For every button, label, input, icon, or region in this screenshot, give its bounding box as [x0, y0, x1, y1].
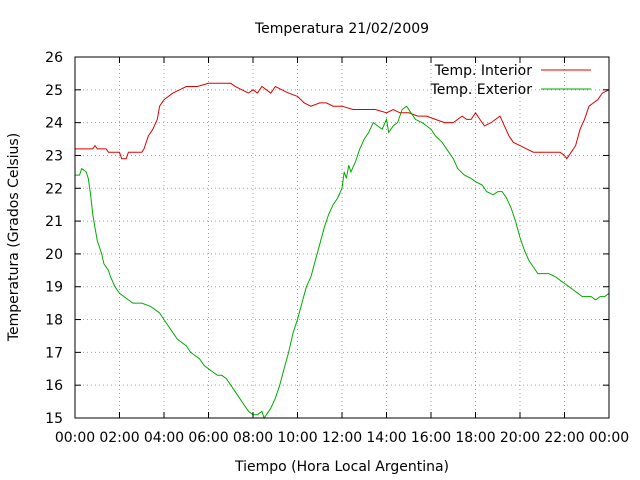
- y-tick-label: 22: [45, 181, 63, 197]
- tick-label-layer: 00:00 02:00 04:00 06:00 08:00 10:00 12:00 14:00…: [45, 50, 629, 446]
- x-tick-label: 22:00: [544, 430, 584, 446]
- x-tick-label: 04:00: [144, 430, 184, 446]
- x-axis-label: Tiempo (Hora Local Argentina): [234, 459, 449, 475]
- x-tick-label: 18:00: [455, 430, 495, 446]
- tick-layer: [74, 56, 610, 419]
- y-tick-label: 21: [45, 214, 63, 230]
- chart-title: Temperatura 21/02/2009: [254, 21, 429, 37]
- y-tick-label: 25: [45, 83, 63, 99]
- y-tick-label: 23: [45, 148, 63, 164]
- legend: Temp. Interior Temp. Exterior: [430, 63, 591, 98]
- y-tick-label: 15: [45, 411, 63, 427]
- x-tick-label: 06:00: [188, 430, 228, 446]
- x-tick-label: 14:00: [366, 430, 406, 446]
- legend-label-interior: Temp. Interior: [434, 63, 533, 79]
- y-tick-label: 18: [45, 313, 63, 329]
- series-line-interior: [75, 82, 610, 160]
- y-tick-label: 20: [45, 247, 63, 263]
- series-line-exterior: [75, 105, 610, 420]
- x-tick-label: 12:00: [322, 430, 362, 446]
- y-tick-label: 16: [45, 378, 63, 394]
- x-tick-label: 00:00: [55, 430, 95, 446]
- grid-layer: [75, 57, 609, 418]
- x-tick-label: 02:00: [99, 430, 139, 446]
- x-tick-label: 16:00: [411, 430, 451, 446]
- y-tick-label: 26: [45, 50, 63, 66]
- x-tick-label: 20:00: [500, 430, 540, 446]
- x-tick-label: 00:00: [589, 430, 629, 446]
- y-tick-label: 17: [45, 345, 63, 361]
- y-axis-label: Temperatura (Grados Celsius): [6, 133, 22, 342]
- y-tick-label: 24: [45, 116, 63, 132]
- y-tick-label: 19: [45, 280, 63, 296]
- legend-label-exterior: Temp. Exterior: [430, 82, 533, 98]
- x-tick-label: 08:00: [233, 430, 273, 446]
- series-layer: [75, 82, 610, 420]
- x-tick-label: 10:00: [277, 430, 317, 446]
